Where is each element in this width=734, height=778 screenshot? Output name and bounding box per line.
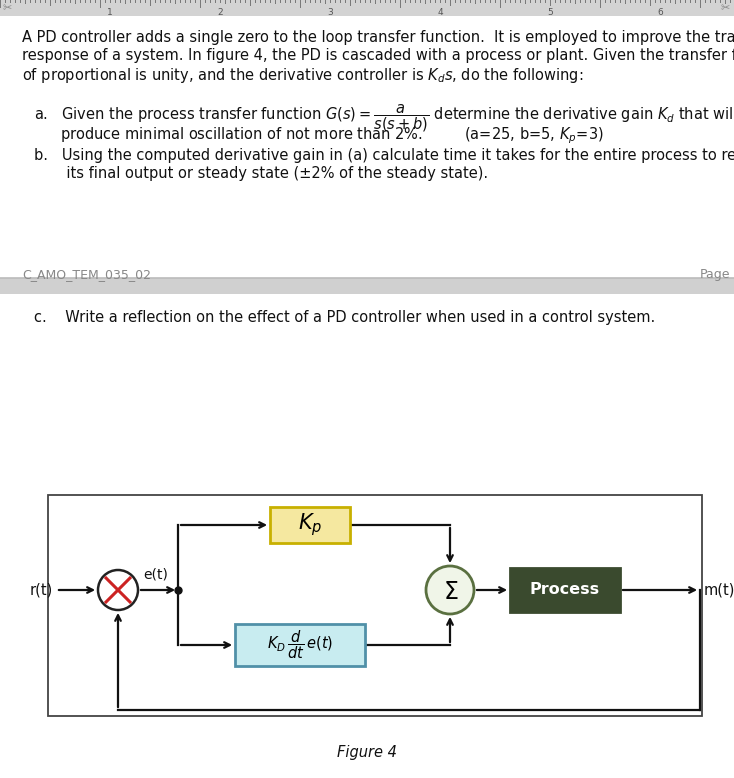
Text: a.   Given the process transfer function $G(s) = \dfrac{a}{s(s+b)}$ determine th: a. Given the process transfer function $… xyxy=(34,102,734,134)
Text: 6: 6 xyxy=(657,8,663,16)
Text: Page: Page xyxy=(700,268,730,281)
Text: 2: 2 xyxy=(217,8,223,16)
Text: r(t): r(t) xyxy=(30,583,53,598)
Circle shape xyxy=(426,566,474,614)
Text: 5: 5 xyxy=(547,8,553,16)
FancyBboxPatch shape xyxy=(510,568,620,612)
Text: $K_p$: $K_p$ xyxy=(298,512,322,538)
FancyBboxPatch shape xyxy=(235,624,365,666)
Text: $K_D\,\dfrac{d}{dt}\,e(t)$: $K_D\,\dfrac{d}{dt}\,e(t)$ xyxy=(267,629,333,661)
Text: ✂: ✂ xyxy=(3,3,12,13)
Text: Process: Process xyxy=(530,583,600,598)
Text: 4: 4 xyxy=(437,8,443,16)
Text: ✂: ✂ xyxy=(720,3,730,13)
Text: of proportional is unity, and the derivative controller is $K_d s$, do the follo: of proportional is unity, and the deriva… xyxy=(22,66,584,85)
FancyBboxPatch shape xyxy=(270,507,350,543)
Text: C_AMO_TEM_035_02: C_AMO_TEM_035_02 xyxy=(22,268,151,281)
Circle shape xyxy=(98,570,138,610)
Text: Figure 4: Figure 4 xyxy=(337,745,397,760)
Text: A PD controller adds a single zero to the loop transfer function.  It is employe: A PD controller adds a single zero to th… xyxy=(22,30,734,45)
Text: its final output or steady state (±2% of the steady state).: its final output or steady state (±2% of… xyxy=(34,166,488,181)
Text: 3: 3 xyxy=(327,8,333,16)
Text: m(t): m(t) xyxy=(704,583,734,598)
Text: c.    Write a reflection on the effect of a PD controller when used in a control: c. Write a reflection on the effect of a… xyxy=(34,310,655,325)
Bar xyxy=(48,495,702,716)
Text: 1: 1 xyxy=(107,8,113,16)
Text: produce minimal oscillation of not more than 2%.         (a=25, b=5, $K_p$=3): produce minimal oscillation of not more … xyxy=(60,125,603,145)
Text: e(t): e(t) xyxy=(143,567,168,581)
Bar xyxy=(0,278,734,294)
Bar xyxy=(0,0,734,16)
Text: response of a system. In figure 4, the PD is cascaded with a process or plant. G: response of a system. In figure 4, the P… xyxy=(22,48,734,63)
Text: b.   Using the computed derivative gain in (a) calculate time it takes for the e: b. Using the computed derivative gain in… xyxy=(34,148,734,163)
Text: $\Sigma$: $\Sigma$ xyxy=(443,580,459,604)
